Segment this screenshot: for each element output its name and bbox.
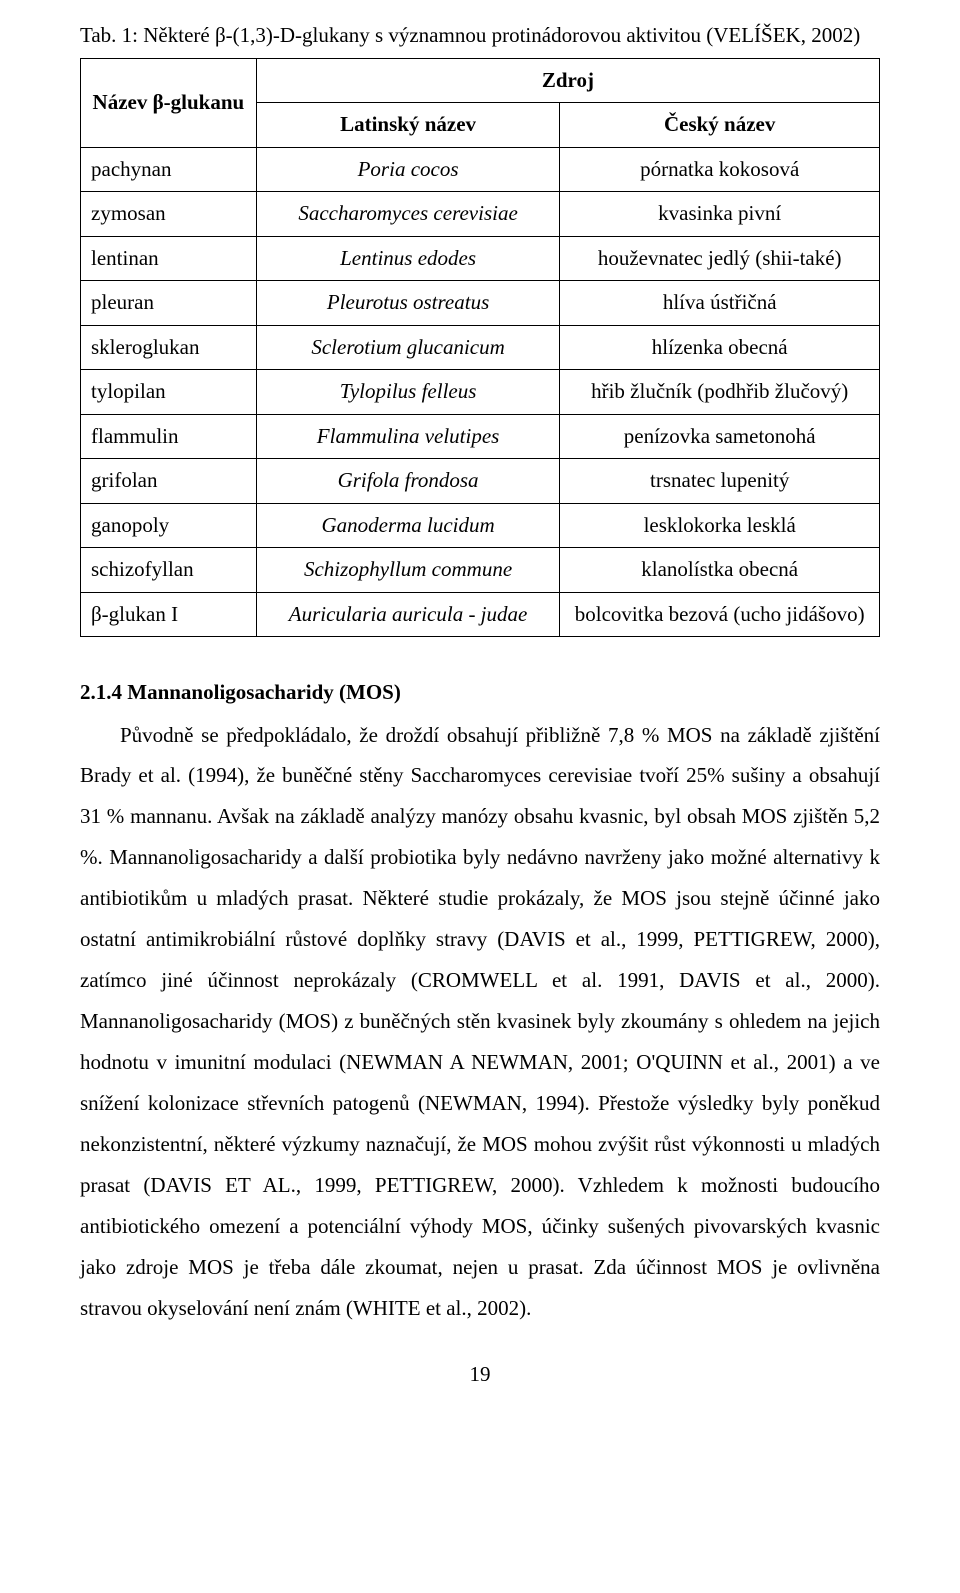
cell-latin: Tylopilus felleus: [256, 370, 560, 415]
cell-czech: penízovka sametonohá: [560, 414, 880, 459]
cell-name: pleuran: [81, 281, 257, 326]
table-row: lentinanLentinus edodeshouževnatec jedlý…: [81, 236, 880, 281]
th-name: Název β-glukanu: [81, 58, 257, 147]
cell-latin: Lentinus edodes: [256, 236, 560, 281]
cell-latin: Flammulina velutipes: [256, 414, 560, 459]
cell-czech: hlízenka obecná: [560, 325, 880, 370]
glucan-table: Název β-glukanu Zdroj Latinský název Čes…: [80, 58, 880, 638]
cell-name: zymosan: [81, 192, 257, 237]
cell-name: grifolan: [81, 459, 257, 504]
cell-latin: Sclerotium glucanicum: [256, 325, 560, 370]
cell-czech: lesklokorka lesklá: [560, 503, 880, 548]
cell-name: lentinan: [81, 236, 257, 281]
section-paragraph: Původně se předpokládalo, že droždí obsa…: [80, 715, 880, 1329]
table-row: pleuranPleurotus ostreatushlíva ústřičná: [81, 281, 880, 326]
cell-name: pachynan: [81, 147, 257, 192]
cell-name: ganopoly: [81, 503, 257, 548]
table-row: ganopolyGanoderma lucidumlesklokorka les…: [81, 503, 880, 548]
cell-latin: Grifola frondosa: [256, 459, 560, 504]
table-row: schizofyllanSchizophyllum communeklanolí…: [81, 548, 880, 593]
cell-latin: Saccharomyces cerevisiae: [256, 192, 560, 237]
cell-czech: houževnatec jedlý (shii-také): [560, 236, 880, 281]
cell-name: flammulin: [81, 414, 257, 459]
cell-czech: hlíva ústřičná: [560, 281, 880, 326]
cell-latin: Ganoderma lucidum: [256, 503, 560, 548]
section-heading: 2.1.4 Mannanoligosacharidy (MOS): [80, 677, 880, 709]
table-row: pachynanPoria cocospórnatka kokosová: [81, 147, 880, 192]
table-caption: Tab. 1: Některé β-(1,3)-D-glukany s význ…: [80, 20, 880, 52]
cell-name: tylopilan: [81, 370, 257, 415]
cell-czech: kvasinka pivní: [560, 192, 880, 237]
page-number: 19: [80, 1359, 880, 1391]
cell-name: schizofyllan: [81, 548, 257, 593]
cell-latin: Pleurotus ostreatus: [256, 281, 560, 326]
cell-czech: bolcovitka bezová (ucho jidášovo): [560, 592, 880, 637]
table-row: zymosanSaccharomyces cerevisiaekvasinka …: [81, 192, 880, 237]
th-latin: Latinský název: [256, 103, 560, 148]
th-source: Zdroj: [256, 58, 879, 103]
cell-name: skleroglukan: [81, 325, 257, 370]
cell-latin: Schizophyllum commune: [256, 548, 560, 593]
cell-czech: pórnatka kokosová: [560, 147, 880, 192]
table-row: flammulinFlammulina velutipespenízovka s…: [81, 414, 880, 459]
table-row: skleroglukanSclerotium glucanicumhlízenk…: [81, 325, 880, 370]
cell-name: β-glukan I: [81, 592, 257, 637]
cell-czech: klanolístka obecná: [560, 548, 880, 593]
table-row: β-glukan IAuricularia auricula - judaebo…: [81, 592, 880, 637]
cell-latin: Poria cocos: [256, 147, 560, 192]
th-czech: Český název: [560, 103, 880, 148]
table-row: tylopilanTylopilus felleushřib žlučník (…: [81, 370, 880, 415]
table-row: grifolanGrifola frondosatrsnatec lupenit…: [81, 459, 880, 504]
cell-czech: hřib žlučník (podhřib žlučový): [560, 370, 880, 415]
cell-czech: trsnatec lupenitý: [560, 459, 880, 504]
cell-latin: Auricularia auricula - judae: [256, 592, 560, 637]
